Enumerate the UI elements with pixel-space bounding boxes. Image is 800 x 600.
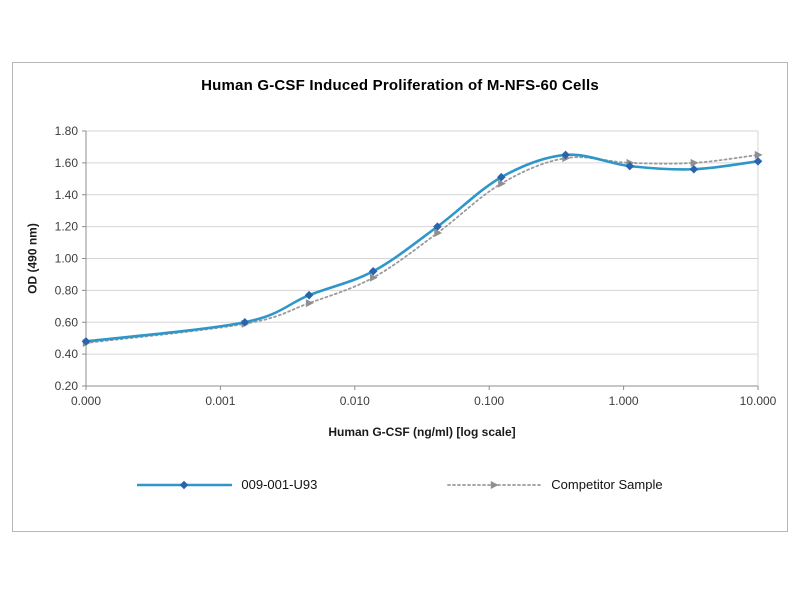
y-tick-label: 0.60: [55, 315, 79, 329]
series-marker-1: [434, 229, 443, 237]
legend-swatch-series-0: [137, 480, 233, 489]
series-marker-1: [498, 179, 506, 188]
series-marker-0: [81, 337, 91, 346]
x-axis-title: Human G-CSF (ng/ml) [log scale]: [328, 425, 516, 439]
series-marker-0: [689, 164, 699, 174]
chart-title: Human G-CSF Induced Proliferation of M-N…: [201, 77, 599, 94]
series-marker-0: [304, 290, 314, 300]
y-tick-label: 1.40: [55, 188, 79, 202]
x-tick-label: 0.001: [205, 394, 235, 408]
legend-marker-0: [180, 480, 189, 489]
y-tick-label: 1.80: [55, 124, 79, 138]
legend-label-series-1: Competitor Sample: [551, 477, 663, 492]
legend-marker-1: [491, 480, 499, 489]
legend-item-series-0: 009-001-U93: [137, 477, 317, 492]
series-marker-0: [561, 150, 570, 160]
y-tick-label: 0.40: [55, 347, 79, 361]
x-tick-label: 0.000: [71, 394, 101, 408]
legend-label-series-0: 009-001-U93: [241, 477, 318, 492]
series-marker-1: [305, 299, 314, 308]
y-axis-title: OD (490 nm): [25, 223, 40, 294]
series-marker-0: [496, 172, 506, 182]
legend: 009-001-U93 Competitor Sample: [13, 477, 787, 492]
y-tick-label: 1.00: [55, 252, 79, 266]
legend-swatch-series-1: [447, 480, 543, 489]
series-marker-1: [754, 150, 763, 159]
series-line-1: [85, 154, 759, 344]
plot-svg: 0.20 0.40 0.60 0.80 1.00 1.20 1.40 1.60 1.80 0.00…: [55, 124, 777, 408]
series-marker-0: [368, 266, 378, 276]
series-marker-0: [433, 222, 442, 231]
series-marker-0: [753, 156, 763, 166]
series-marker-0: [625, 161, 635, 171]
y-tick-label: 0.80: [55, 283, 79, 297]
y-tick-label: 1.60: [55, 156, 79, 170]
legend-item-series-1: Competitor Sample: [447, 477, 663, 492]
x-tick-label: 10.000: [740, 394, 777, 408]
y-tick-label: 1.20: [55, 220, 79, 234]
series-marker-1: [690, 158, 699, 167]
series-line-0: [84, 153, 760, 343]
y-tick-label: 0.20: [55, 379, 79, 393]
series-marker-0: [240, 317, 250, 327]
x-tick-label: 0.010: [340, 394, 370, 408]
x-tick-label: 1.000: [609, 394, 639, 408]
series-marker-1: [369, 273, 378, 282]
chart-frame: 0.20 0.40 0.60 0.80 1.00 1.20 1.40 1.60 1.80 0.00…: [12, 62, 788, 532]
x-tick-label: 0.100: [474, 394, 504, 408]
